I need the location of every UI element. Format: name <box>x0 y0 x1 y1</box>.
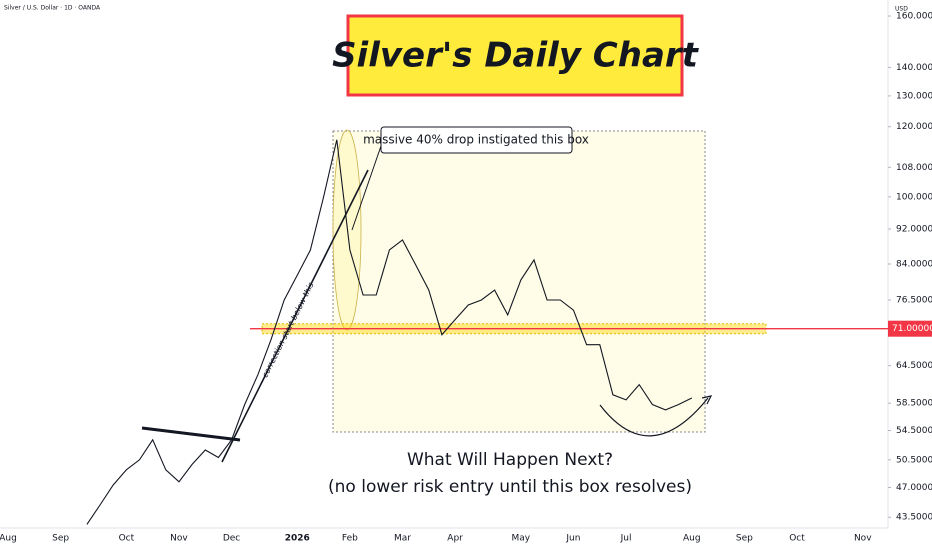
x-tick-label: Oct <box>789 534 805 544</box>
x-tick-label: Dec <box>223 534 240 544</box>
x-tick-label: Sep <box>736 534 753 544</box>
trend-line <box>221 169 369 463</box>
y-tick-label: 140.00000 <box>896 63 932 73</box>
arrow-head <box>701 395 713 405</box>
callout-pointer <box>351 145 382 231</box>
x-tick-label: Nov <box>170 534 188 544</box>
chart-title: Silver's Daily Chart <box>332 36 700 76</box>
x-tick-label: Feb <box>342 534 358 544</box>
x-tick-label: Mar <box>394 534 411 544</box>
x-tick-label: Apr <box>447 534 463 544</box>
note-text: (no lower risk entry until this box reso… <box>328 477 692 497</box>
x-tick-label: May <box>512 534 531 544</box>
y-tick-label: 76.50000 <box>896 295 932 305</box>
y-tick-label: 160.00000 <box>896 12 932 22</box>
question-text: What Will Happen Next? <box>407 450 613 470</box>
resistance-line <box>141 426 241 442</box>
level-tag <box>888 320 932 337</box>
y-tick-label: 84.00000 <box>896 259 932 269</box>
x-tick-label: Aug <box>683 534 701 544</box>
x-tick-label: Aug <box>0 534 17 544</box>
x-tick-label: Oct <box>119 534 135 544</box>
y-tick-label: 43.50000 <box>896 513 932 523</box>
y-tick-label: 130.00000 <box>896 91 932 101</box>
x-tick-label: Sep <box>52 534 69 544</box>
y-tick-label: 108.00000 <box>896 163 932 173</box>
x-tick-label: Jul <box>620 534 632 544</box>
x-tick-label: Nov <box>854 534 872 544</box>
y-tick-label: 58.50000 <box>896 399 932 409</box>
y-tick-label: 92.00000 <box>896 224 932 234</box>
title-box <box>346 14 684 97</box>
y-tick-label: 54.50000 <box>896 426 932 436</box>
callout-text: massive 40% drop instigated this box <box>363 133 589 147</box>
x-tick-label: Jun <box>565 534 580 544</box>
series-layer <box>86 139 888 525</box>
y-tick-label: 64.50000 <box>896 361 932 371</box>
callout-box <box>380 126 573 154</box>
y-tick-label: 47.00000 <box>896 483 932 493</box>
recovery-arc <box>599 397 709 437</box>
y-tick-label: 120.00000 <box>896 122 932 132</box>
y-tick-label: 100.00000 <box>896 192 932 202</box>
price-line <box>86 139 693 525</box>
currency-label: USD <box>895 6 908 13</box>
x-tick-label: 2026 <box>285 534 310 544</box>
y-tick-label: 50.50000 <box>896 455 932 465</box>
symbol-label: Silver / U.S. Dollar · 1D · OANDA <box>4 5 101 12</box>
level-label: 71.00000 <box>892 324 932 334</box>
range-box <box>332 130 706 433</box>
